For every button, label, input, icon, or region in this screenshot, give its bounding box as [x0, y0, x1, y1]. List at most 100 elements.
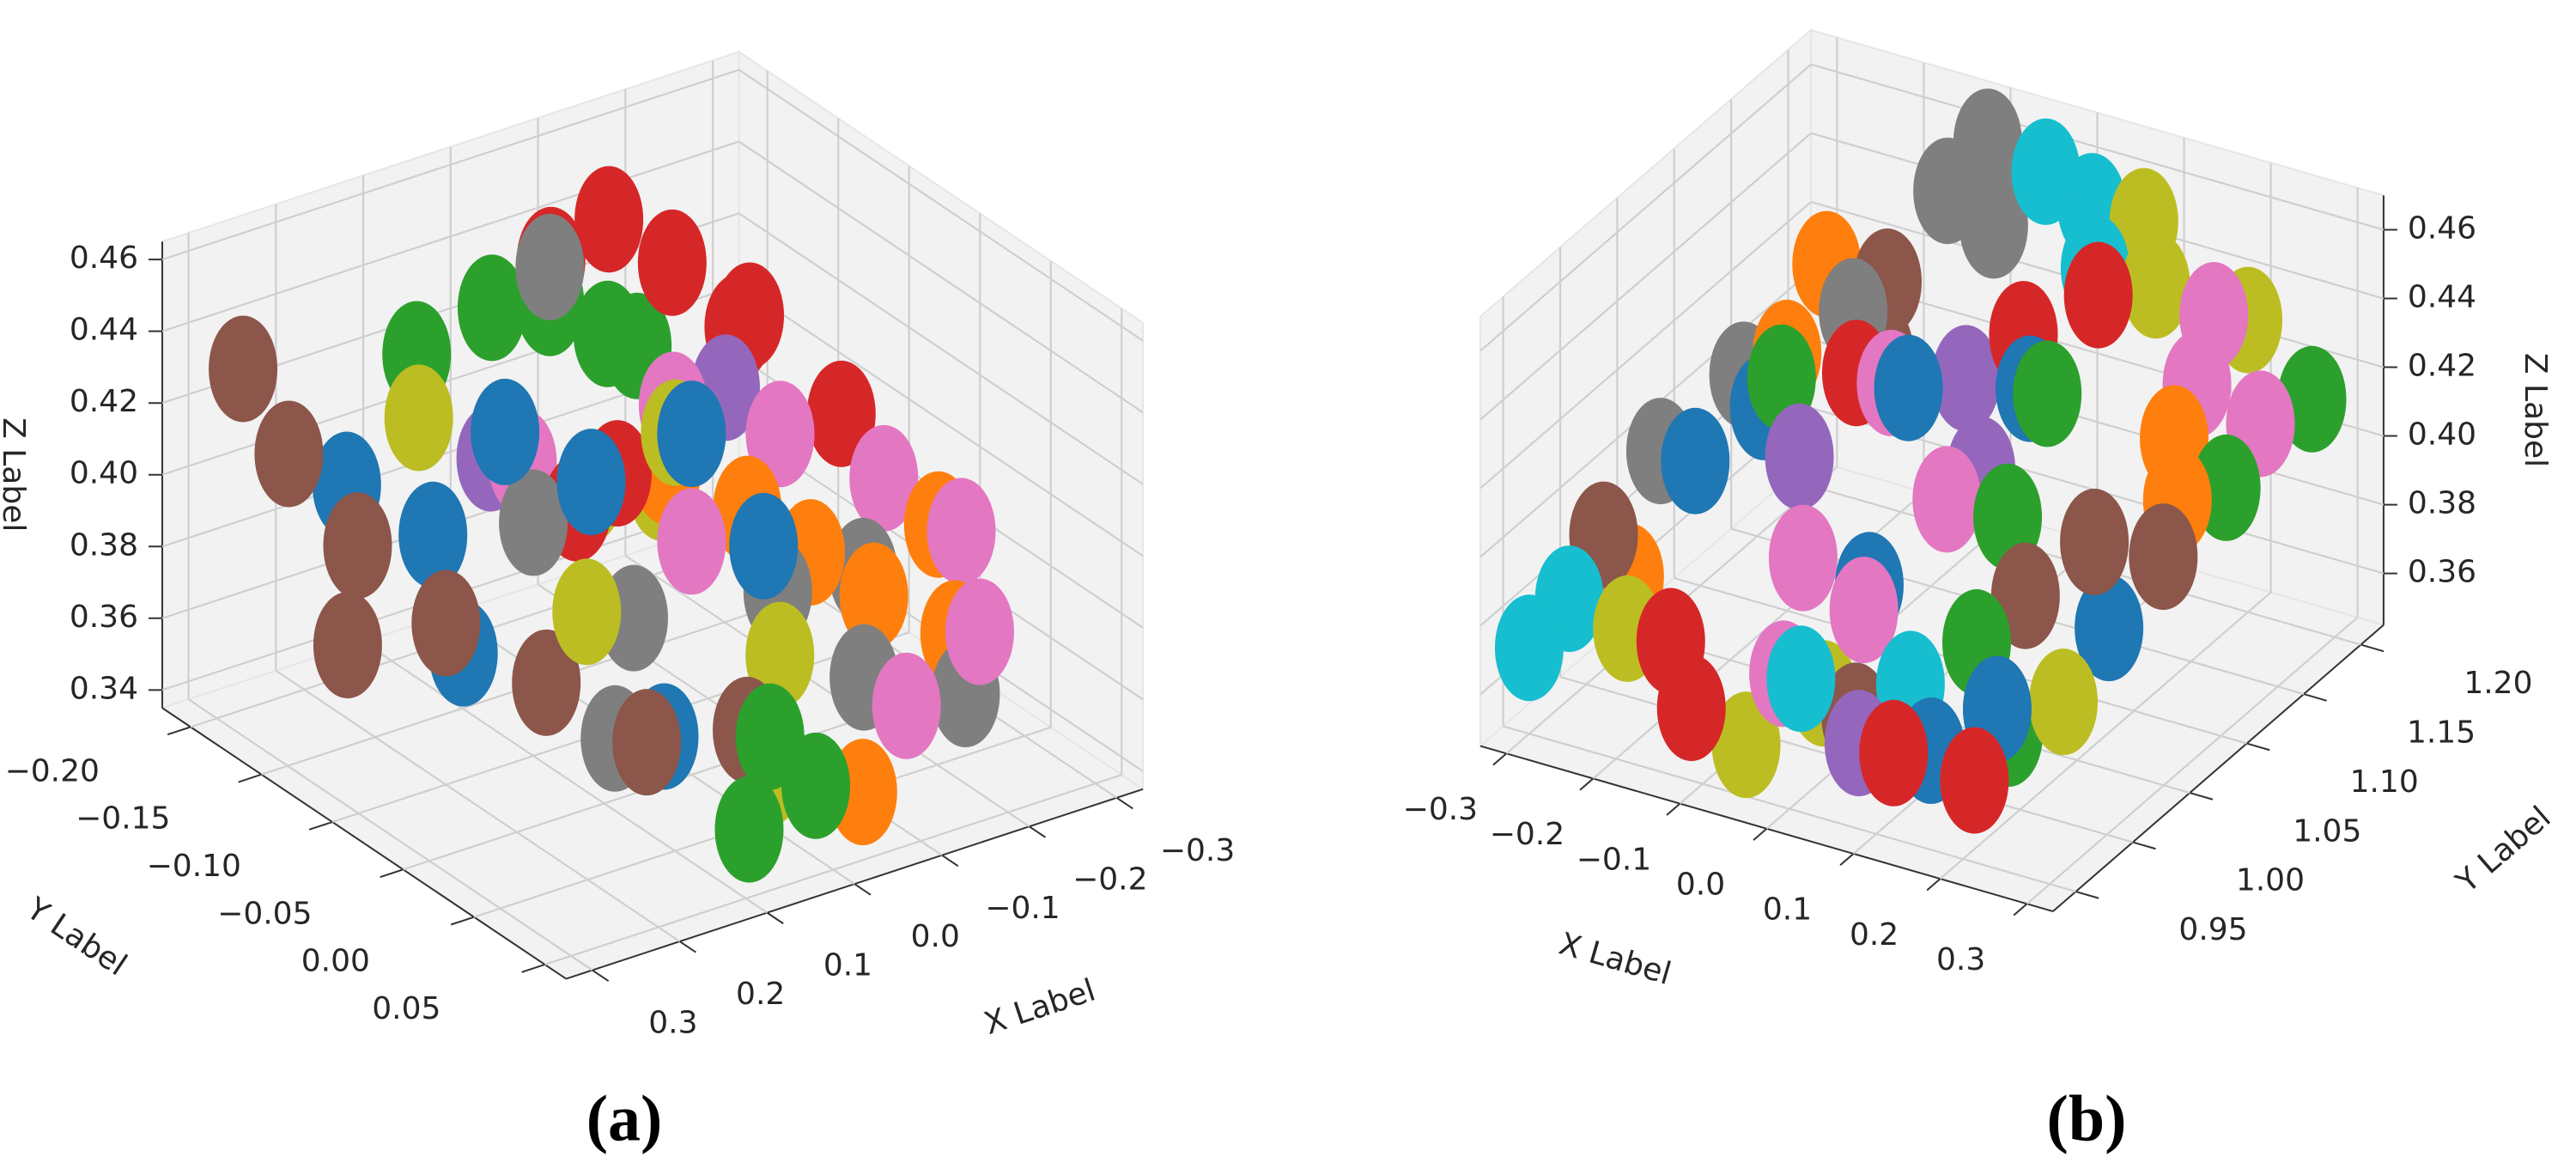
x-tick: [766, 911, 784, 925]
grid-line: [1479, 201, 1812, 490]
y-tick: [2303, 693, 2327, 702]
x-tick-label: −0.1: [1577, 842, 1651, 877]
grid-line: [275, 669, 681, 943]
point: [657, 488, 726, 595]
y-tick: [167, 726, 191, 736]
point: [1494, 594, 1564, 702]
x-tick: [1666, 802, 1681, 816]
x-tick: [1115, 796, 1133, 810]
point: [612, 689, 682, 796]
grid-line: [161, 69, 740, 261]
x-tick-label: 0.2: [736, 977, 785, 1012]
point: [2121, 232, 2190, 339]
point: [1656, 654, 1726, 762]
x-tick-label: 0.1: [823, 948, 872, 983]
point: [574, 166, 644, 273]
point: [806, 360, 876, 467]
point: [839, 542, 908, 649]
grid-line: [544, 774, 1122, 966]
point: [313, 592, 382, 699]
x-tick-label: −0.3: [1160, 833, 1235, 868]
point: [1874, 334, 1943, 441]
z-tick-label: 0.44: [70, 313, 138, 348]
point: [927, 478, 996, 585]
y-tick-label: 0.05: [372, 991, 440, 1026]
x-tick: [1926, 878, 1941, 892]
x-tick: [679, 941, 696, 953]
point: [457, 254, 526, 362]
grid-line: [1810, 63, 2385, 231]
grid-line: [1479, 64, 1812, 352]
x-tick-label: 0.0: [911, 919, 960, 954]
y-axis-line: [161, 707, 567, 980]
z-tick-label: 0.38: [2408, 486, 2476, 521]
grid-line: [187, 698, 593, 971]
y-tick-label: −0.15: [76, 801, 170, 837]
point: [2029, 648, 2099, 756]
y-tick: [2246, 742, 2270, 752]
point: [2011, 118, 2081, 225]
point: [1768, 504, 1838, 612]
z-tick-label: 0.36: [70, 600, 138, 635]
x-tick-label: 0.3: [648, 1006, 697, 1041]
x-tick-label: −0.1: [985, 891, 1060, 926]
point: [2013, 340, 2082, 447]
z-tick-label: 0.36: [2408, 555, 2476, 590]
point: [781, 732, 851, 839]
point: [411, 569, 481, 677]
point: [499, 469, 568, 576]
z-tick-label: 0.42: [2408, 349, 2476, 384]
caption: (a): [586, 1082, 663, 1154]
z-tick-label: 0.40: [70, 456, 138, 491]
x-tick: [941, 854, 959, 868]
point: [849, 424, 919, 532]
grid-line: [1503, 725, 2076, 893]
point: [745, 601, 815, 709]
point: [2060, 488, 2129, 595]
x-tick: [2013, 903, 2028, 916]
y-tick-label: 1.05: [2293, 813, 2361, 849]
z-axis-label: Z Label: [2518, 353, 2553, 467]
y-tick: [238, 773, 262, 783]
grid-line: [738, 140, 1144, 414]
point: [1661, 407, 1730, 514]
point: [1711, 691, 1781, 799]
grid-line: [1939, 591, 2272, 880]
x-tick: [1492, 752, 1508, 766]
grid-line: [1479, 132, 1812, 421]
y-tick-label: 1.10: [2350, 764, 2419, 800]
point: [1912, 446, 1982, 553]
y-axis-label: Y Label: [2449, 800, 2557, 900]
y-tick: [308, 821, 333, 831]
point: [1765, 403, 1834, 510]
point: [1829, 557, 1899, 664]
grid-line: [362, 641, 769, 914]
z-tick-label: 0.46: [70, 240, 138, 276]
y-tick-label: 0.00: [301, 944, 370, 979]
point: [384, 364, 453, 472]
point: [1859, 699, 1929, 807]
point: [573, 280, 642, 387]
x-tick-label: −0.3: [1403, 792, 1478, 827]
point: [2063, 241, 2133, 349]
point: [209, 315, 278, 423]
y-tick-label: −0.20: [5, 753, 100, 788]
y-tick: [2360, 643, 2385, 653]
x-tick: [1579, 777, 1595, 791]
x-tick: [1753, 828, 1768, 841]
point: [512, 629, 581, 736]
y-axis-line: [2052, 624, 2385, 912]
z-axis-label: Z Label: [0, 417, 31, 532]
y-tick: [521, 964, 545, 973]
point: [2075, 575, 2144, 682]
z-tick-label: 0.44: [2408, 280, 2476, 315]
x-axis-label: X Label: [980, 973, 1099, 1043]
z-tick-label: 0.34: [70, 671, 138, 706]
x-tick-label: −0.2: [1490, 817, 1564, 852]
y-tick-label: 1.00: [2236, 863, 2305, 898]
grid-line: [2026, 617, 2359, 905]
point: [515, 213, 585, 320]
caption: (b): [2047, 1082, 2127, 1154]
point: [1913, 137, 1983, 245]
